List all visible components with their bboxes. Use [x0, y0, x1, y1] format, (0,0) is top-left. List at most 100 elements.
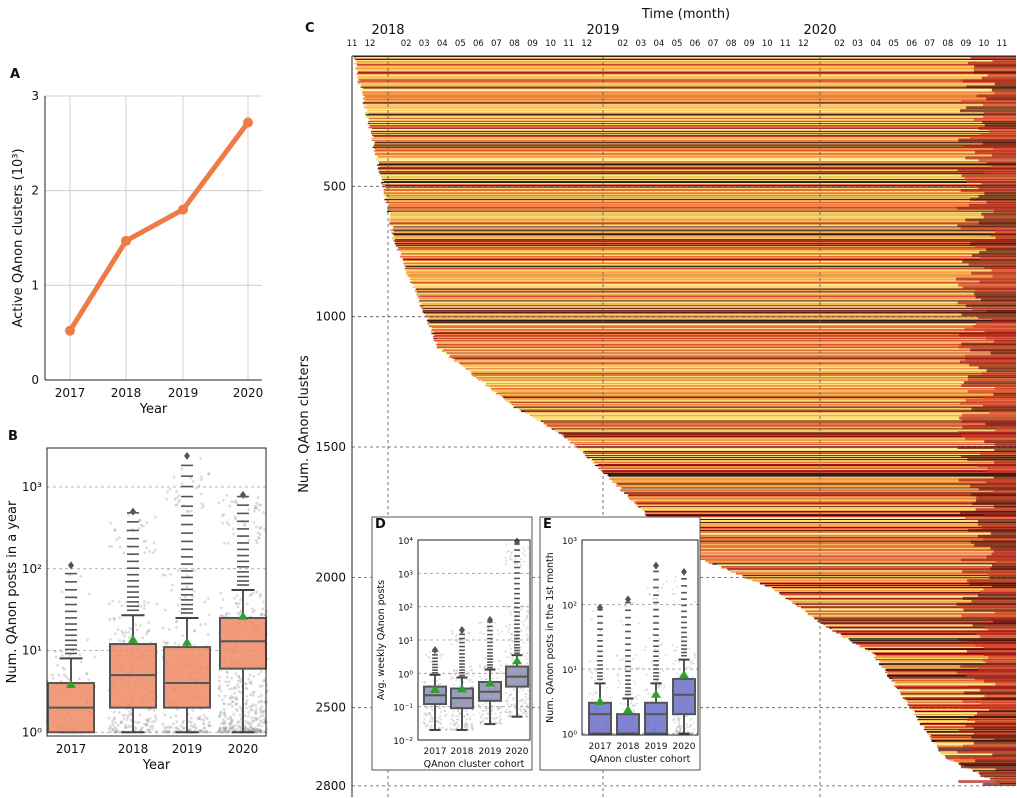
cluster-row	[369, 119, 1016, 121]
cluster-row	[849, 639, 1016, 641]
jitter-point	[429, 713, 432, 716]
cluster-row	[664, 530, 1016, 533]
x-tick-label: 2019	[172, 742, 203, 756]
recent-activity	[963, 144, 1016, 148]
jitter-point	[519, 710, 522, 713]
jitter-point	[487, 706, 490, 709]
cluster-row	[416, 291, 1017, 293]
cluster-row	[363, 94, 1017, 96]
cluster-row	[627, 493, 1016, 495]
jitter-point	[424, 681, 427, 684]
jitter-point	[453, 710, 456, 713]
cluster-row	[907, 701, 1016, 703]
y-tick-label: 3	[31, 89, 39, 103]
cluster-row	[471, 372, 1016, 374]
recent-activity	[967, 375, 1016, 379]
cluster-row	[415, 288, 1016, 290]
jitter-point	[646, 673, 649, 676]
jitter-point	[222, 722, 226, 726]
cluster-row	[410, 280, 1016, 282]
cluster-row	[741, 574, 1016, 576]
jitter-point	[244, 701, 248, 705]
jitter-point	[634, 683, 637, 686]
jitter-point	[222, 702, 226, 706]
cluster-row	[449, 356, 1016, 358]
cluster-row	[627, 495, 1016, 497]
cluster-row	[695, 556, 1016, 558]
cluster-row	[747, 578, 1016, 580]
jitter-point	[220, 730, 224, 734]
recent-activity	[995, 682, 1016, 686]
cluster-row	[612, 481, 1016, 483]
jitter-point	[221, 521, 224, 525]
jitter-point	[519, 560, 522, 563]
jitter-point	[162, 640, 166, 644]
jitter-point	[224, 715, 227, 719]
jitter-point	[445, 728, 448, 731]
x-tick-label: 02	[617, 39, 628, 49]
jitter-point	[458, 712, 461, 715]
jitter-point	[244, 682, 248, 686]
jitter-point	[679, 729, 682, 732]
cluster-row	[592, 458, 1016, 461]
recent-activity	[983, 395, 1016, 399]
jitter-point	[260, 710, 264, 714]
recent-activity	[974, 64, 1016, 68]
jitter-point	[498, 720, 501, 723]
cluster-row	[387, 207, 1016, 210]
recent-activity	[993, 777, 1016, 781]
cluster-row	[407, 275, 1016, 278]
cluster-row	[615, 484, 1016, 486]
recent-activity	[993, 392, 1016, 396]
recent-activity	[961, 614, 1016, 618]
cluster-row	[428, 317, 1016, 319]
jitter-point	[589, 670, 592, 673]
cluster-row	[484, 384, 1016, 386]
x-tick-label: 07	[924, 39, 935, 49]
cluster-row	[791, 600, 1016, 603]
cluster-row	[580, 449, 1016, 451]
jitter-point	[252, 674, 256, 678]
cluster-row	[355, 59, 1016, 62]
jitter-point	[121, 639, 125, 643]
jitter-point	[118, 545, 122, 549]
cluster-row	[397, 244, 1016, 246]
jitter-point	[467, 671, 470, 674]
cluster-row	[422, 310, 1016, 312]
cluster-row	[924, 727, 1016, 730]
jitter-point	[119, 721, 123, 725]
jitter-point	[427, 655, 430, 658]
jitter-point	[125, 718, 129, 721]
recent-activity	[960, 664, 1016, 668]
jitter-point	[251, 691, 255, 695]
cluster-row	[381, 179, 1016, 181]
jitter-point	[135, 721, 139, 725]
cluster-row	[357, 71, 1016, 74]
jitter-point	[182, 727, 186, 731]
recent-activity	[971, 307, 1016, 311]
recent-activity	[975, 508, 1016, 512]
cluster-row	[743, 576, 1016, 578]
jitter-point	[493, 705, 496, 708]
jitter-point	[145, 722, 148, 726]
jitter-point	[424, 714, 427, 717]
jitter-point	[499, 722, 502, 725]
cluster-row	[803, 609, 1016, 612]
jitter-point	[250, 727, 254, 730]
cluster-row	[470, 371, 1017, 373]
jitter-point	[445, 728, 448, 731]
cluster-row	[885, 667, 1016, 670]
cluster-row	[401, 253, 1016, 255]
jitter-point	[656, 598, 659, 601]
cluster-row	[409, 278, 1016, 281]
jitter-point	[465, 673, 468, 676]
jitter-point	[520, 608, 523, 611]
jitter-point	[481, 709, 484, 712]
cluster-row	[564, 434, 1016, 436]
jitter-point	[478, 712, 481, 715]
recent-activity	[961, 342, 1016, 346]
jitter-point	[79, 574, 83, 578]
cluster-row	[684, 550, 1016, 552]
jitter-point	[674, 592, 677, 595]
jitter-point	[254, 712, 258, 716]
